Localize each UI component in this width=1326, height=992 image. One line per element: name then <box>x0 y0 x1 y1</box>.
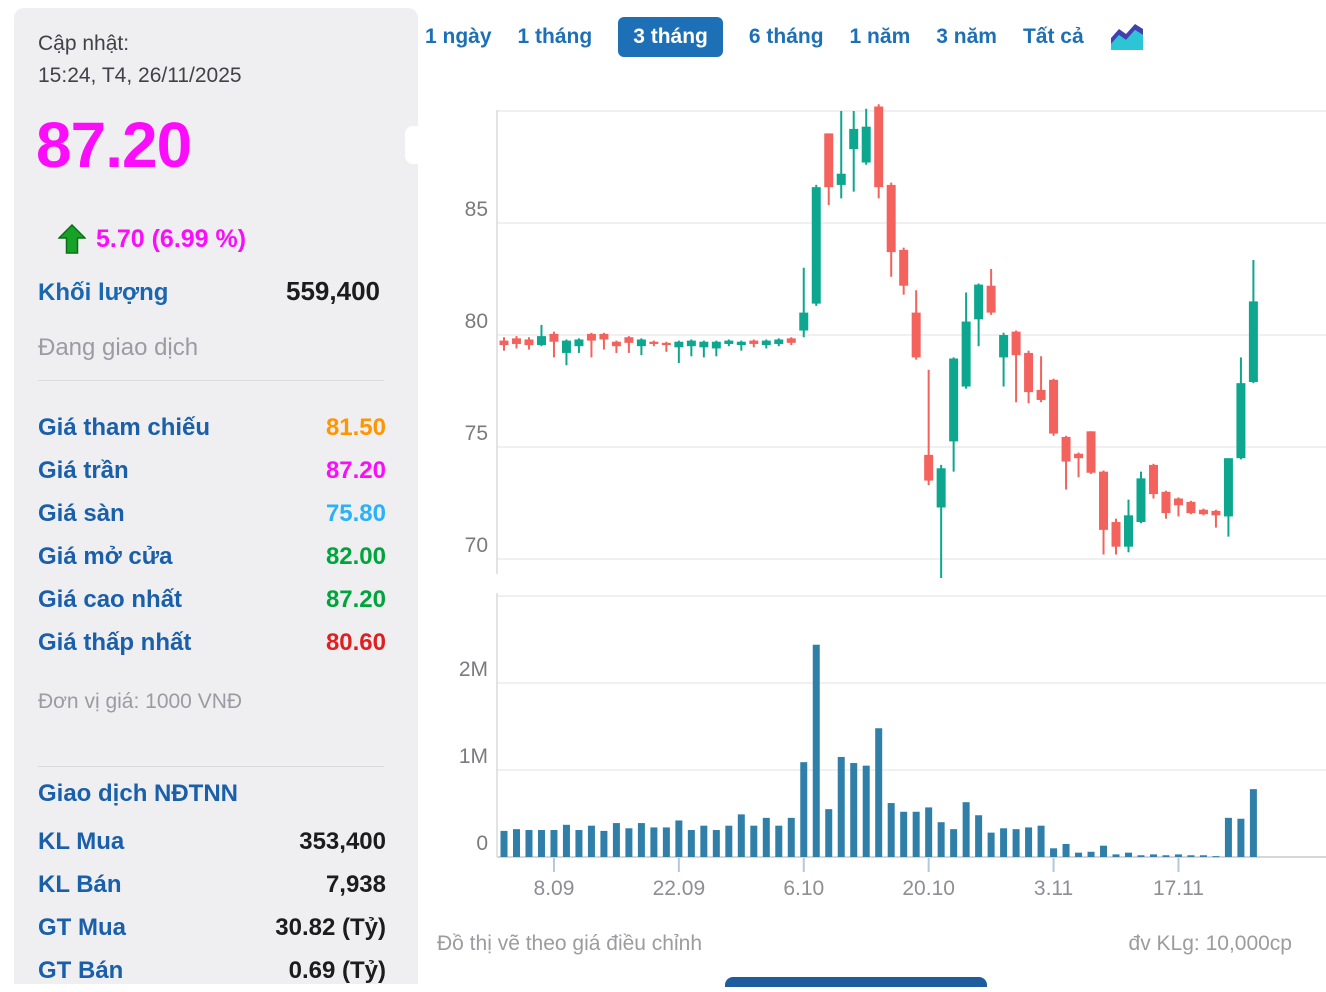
price-change-row: 5.70 (6.99 %) <box>57 223 247 254</box>
table-row-open: Giá mở cửa 82.00 <box>38 535 386 578</box>
foreign-trading-table: KL Mua 353,400 KL Bán 7,938 GT Mua 30.82… <box>38 820 386 992</box>
price-change-value: 5.70 (6.99 %) <box>96 224 247 253</box>
table-row-reference: Giá tham chiếu 81.50 <box>38 406 386 449</box>
price-volume-chart[interactable]: 85 80 75 70 2M 1M 0 8.09 22.09 6.10 20.10 3.11 17.11 <box>430 60 1326 910</box>
table-row-low: Giá thấp nhất 80.60 <box>38 621 386 664</box>
divider <box>38 766 384 767</box>
svg-text:0: 0 <box>476 832 488 855</box>
svg-text:75: 75 <box>465 422 488 445</box>
row-value: 0.69 (Tỷ) <box>288 956 386 984</box>
adjusted-price-note: Đồ thị vẽ theo giá điều chỉnh <box>437 932 703 955</box>
up-arrow-icon <box>57 223 87 254</box>
row-value: 80.60 <box>325 628 386 656</box>
price-detail-table: Giá tham chiếu 81.50 Giá trần 87.20 Giá … <box>38 406 386 664</box>
current-price: 87.20 <box>36 109 192 181</box>
row-label: KL Bán <box>38 870 122 898</box>
row-label: Giá cao nhất <box>38 585 183 613</box>
svg-text:20.10: 20.10 <box>902 877 955 900</box>
table-row-foreign-buy-volume: KL Mua 353,400 <box>38 820 386 863</box>
table-row-foreign-sell-volume: KL Bán 7,938 <box>38 863 386 906</box>
bottom-sheet-handle[interactable] <box>725 977 987 987</box>
volume-label[interactable]: Khối lượng <box>38 279 169 306</box>
row-value: 7,938 <box>325 870 386 898</box>
tab-6-thang[interactable]: 6 tháng <box>748 25 824 48</box>
svg-text:6.10: 6.10 <box>783 877 824 900</box>
svg-text:8.09: 8.09 <box>534 877 575 900</box>
candlestick-volume-svg[interactable]: 85 80 75 70 2M 1M 0 8.09 22.09 6.10 20.10 3.11 17.11 <box>430 60 1326 910</box>
svg-text:70: 70 <box>465 534 488 557</box>
table-row-foreign-sell-value: GT Bán 0.69 (Tỷ) <box>38 949 386 992</box>
row-label: KL Mua <box>38 827 125 855</box>
row-value: 87.20 <box>325 456 386 484</box>
row-label: GT Bán <box>38 956 124 984</box>
row-label: Giá tham chiếu <box>38 413 211 441</box>
tab-3-thang[interactable]: 3 tháng <box>618 17 723 57</box>
stock-summary-panel: Cập nhật: 15:24, T4, 26/11/2025 87.20 5.… <box>14 8 418 984</box>
area-chart-toggle-icon[interactable] <box>1110 22 1144 52</box>
updated-timestamp: 15:24, T4, 26/11/2025 <box>38 64 242 87</box>
divider <box>38 380 384 381</box>
updated-label: Cập nhật: <box>38 32 130 55</box>
svg-text:3.11: 3.11 <box>1034 877 1073 900</box>
row-value: 75.80 <box>325 499 386 527</box>
tab-1-thang[interactable]: 1 tháng <box>517 25 593 48</box>
svg-text:17.11: 17.11 <box>1153 877 1204 900</box>
svg-text:2M: 2M <box>459 658 488 681</box>
foreign-trading-title: Giao dịch NĐTNN <box>38 780 239 807</box>
row-value: 81.50 <box>325 413 386 441</box>
price-unit-note: Đơn vị giá: 1000 VNĐ <box>38 690 243 713</box>
svg-text:80: 80 <box>465 310 488 333</box>
table-row-foreign-buy-value: GT Mua 30.82 (Tỷ) <box>38 906 386 949</box>
row-label: Giá sàn <box>38 499 125 527</box>
row-label: Giá mở cửa <box>38 542 173 570</box>
volume-row: Khối lượng 559,400 <box>38 276 394 307</box>
tab-tat-ca[interactable]: Tất cả <box>1022 25 1084 48</box>
svg-text:85: 85 <box>465 198 488 221</box>
table-row-ceiling: Giá trần 87.20 <box>38 449 386 492</box>
table-row-high: Giá cao nhất 87.20 <box>38 578 386 621</box>
row-value: 30.82 (Tỷ) <box>275 913 386 941</box>
panel-collapse-handle[interactable] <box>405 126 418 164</box>
trading-status: Đang giao dịch <box>38 334 199 361</box>
svg-text:22.09: 22.09 <box>653 877 706 900</box>
row-label: Giá trần <box>38 456 129 484</box>
row-label: Giá thấp nhất <box>38 628 192 656</box>
row-value: 87.20 <box>325 585 386 613</box>
tab-3-nam[interactable]: 3 năm <box>936 25 997 48</box>
row-value: 82.00 <box>325 542 386 570</box>
volume-unit-note: đv KLg: 10,000cp <box>1128 932 1292 955</box>
svg-text:1M: 1M <box>459 745 488 768</box>
time-range-tabs: 1 ngày 1 tháng 3 tháng 6 tháng 1 năm 3 n… <box>425 16 1144 58</box>
volume-value: 559,400 <box>286 276 380 306</box>
tab-1-ngay[interactable]: 1 ngày <box>425 25 492 48</box>
tab-1-nam[interactable]: 1 năm <box>849 25 911 48</box>
row-value: 353,400 <box>299 827 386 855</box>
row-label: GT Mua <box>38 913 126 941</box>
table-row-floor: Giá sàn 75.80 <box>38 492 386 535</box>
